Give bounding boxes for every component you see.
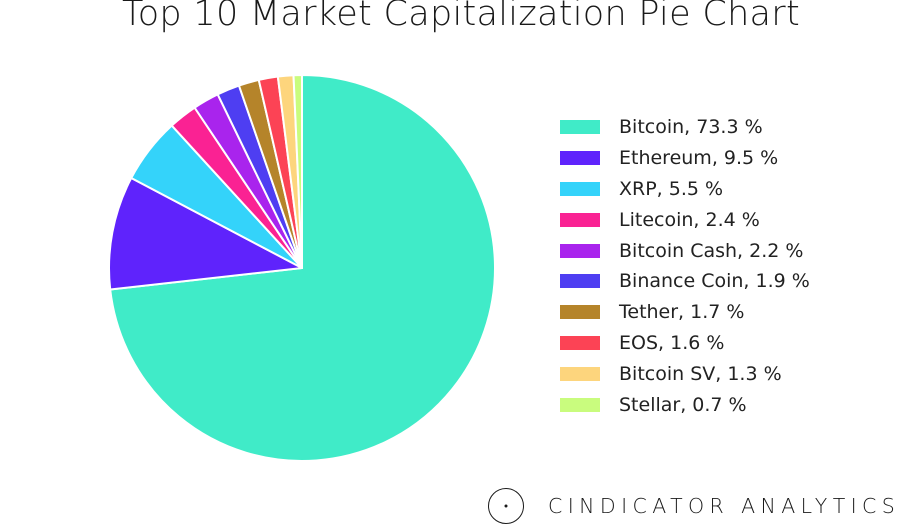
legend-swatch bbox=[560, 212, 600, 227]
legend-label: Litecoin, 2.4 % bbox=[619, 208, 760, 231]
legend-item: XRP, 5.5 % bbox=[560, 174, 810, 205]
legend-label: Bitcoin SV, 1.3 % bbox=[619, 362, 782, 385]
legend-item: Bitcoin Cash, 2.2 % bbox=[560, 235, 810, 266]
legend-swatch bbox=[560, 181, 600, 196]
legend-label: Stellar, 0.7 % bbox=[619, 393, 747, 416]
legend-item: Tether, 1.7 % bbox=[560, 297, 810, 328]
legend-item: Litecoin, 2.4 % bbox=[560, 204, 810, 235]
legend-item: Bitcoin SV, 1.3 % bbox=[560, 358, 810, 389]
legend-swatch bbox=[560, 335, 600, 350]
legend-label: Binance Coin, 1.9 % bbox=[619, 270, 810, 293]
chart-legend: Bitcoin, 73.3 % Ethereum, 9.5 % XRP, 5.5 %… bbox=[560, 112, 810, 420]
legend-item: Stellar, 0.7 % bbox=[560, 389, 810, 420]
pie-slice-ethereum bbox=[108, 177, 303, 291]
legend-swatch bbox=[560, 274, 600, 289]
pie-slice-stellar bbox=[292, 74, 303, 269]
legend-swatch bbox=[560, 243, 600, 258]
legend-label: EOS, 1.6 % bbox=[619, 331, 725, 354]
legend-swatch bbox=[560, 151, 600, 166]
legend-item: Binance Coin, 1.9 % bbox=[560, 266, 810, 297]
legend-label: Bitcoin Cash, 2.2 % bbox=[619, 239, 804, 262]
legend-swatch bbox=[560, 397, 600, 412]
legend-item: Bitcoin, 73.3 % bbox=[560, 112, 810, 143]
legend-label: Ethereum, 9.5 % bbox=[619, 147, 779, 170]
legend-swatch bbox=[560, 120, 600, 135]
legend-label: XRP, 5.5 % bbox=[619, 177, 724, 200]
legend-swatch bbox=[560, 305, 600, 320]
circle-dot-icon bbox=[488, 488, 524, 524]
footer-branding: CINDICATOR ANALYTICS bbox=[488, 486, 900, 526]
legend-item: Ethereum, 9.5 % bbox=[560, 143, 810, 174]
chart-title: Top 10 Market Capitalization Pie Chart bbox=[121, 0, 801, 34]
legend-label: Bitcoin, 73.3 % bbox=[619, 116, 763, 139]
legend-swatch bbox=[560, 366, 600, 381]
legend-item: EOS, 1.6 % bbox=[560, 328, 810, 359]
legend-label: Tether, 1.7 % bbox=[619, 301, 745, 324]
brand-name: CINDICATOR ANALYTICS bbox=[548, 494, 901, 518]
